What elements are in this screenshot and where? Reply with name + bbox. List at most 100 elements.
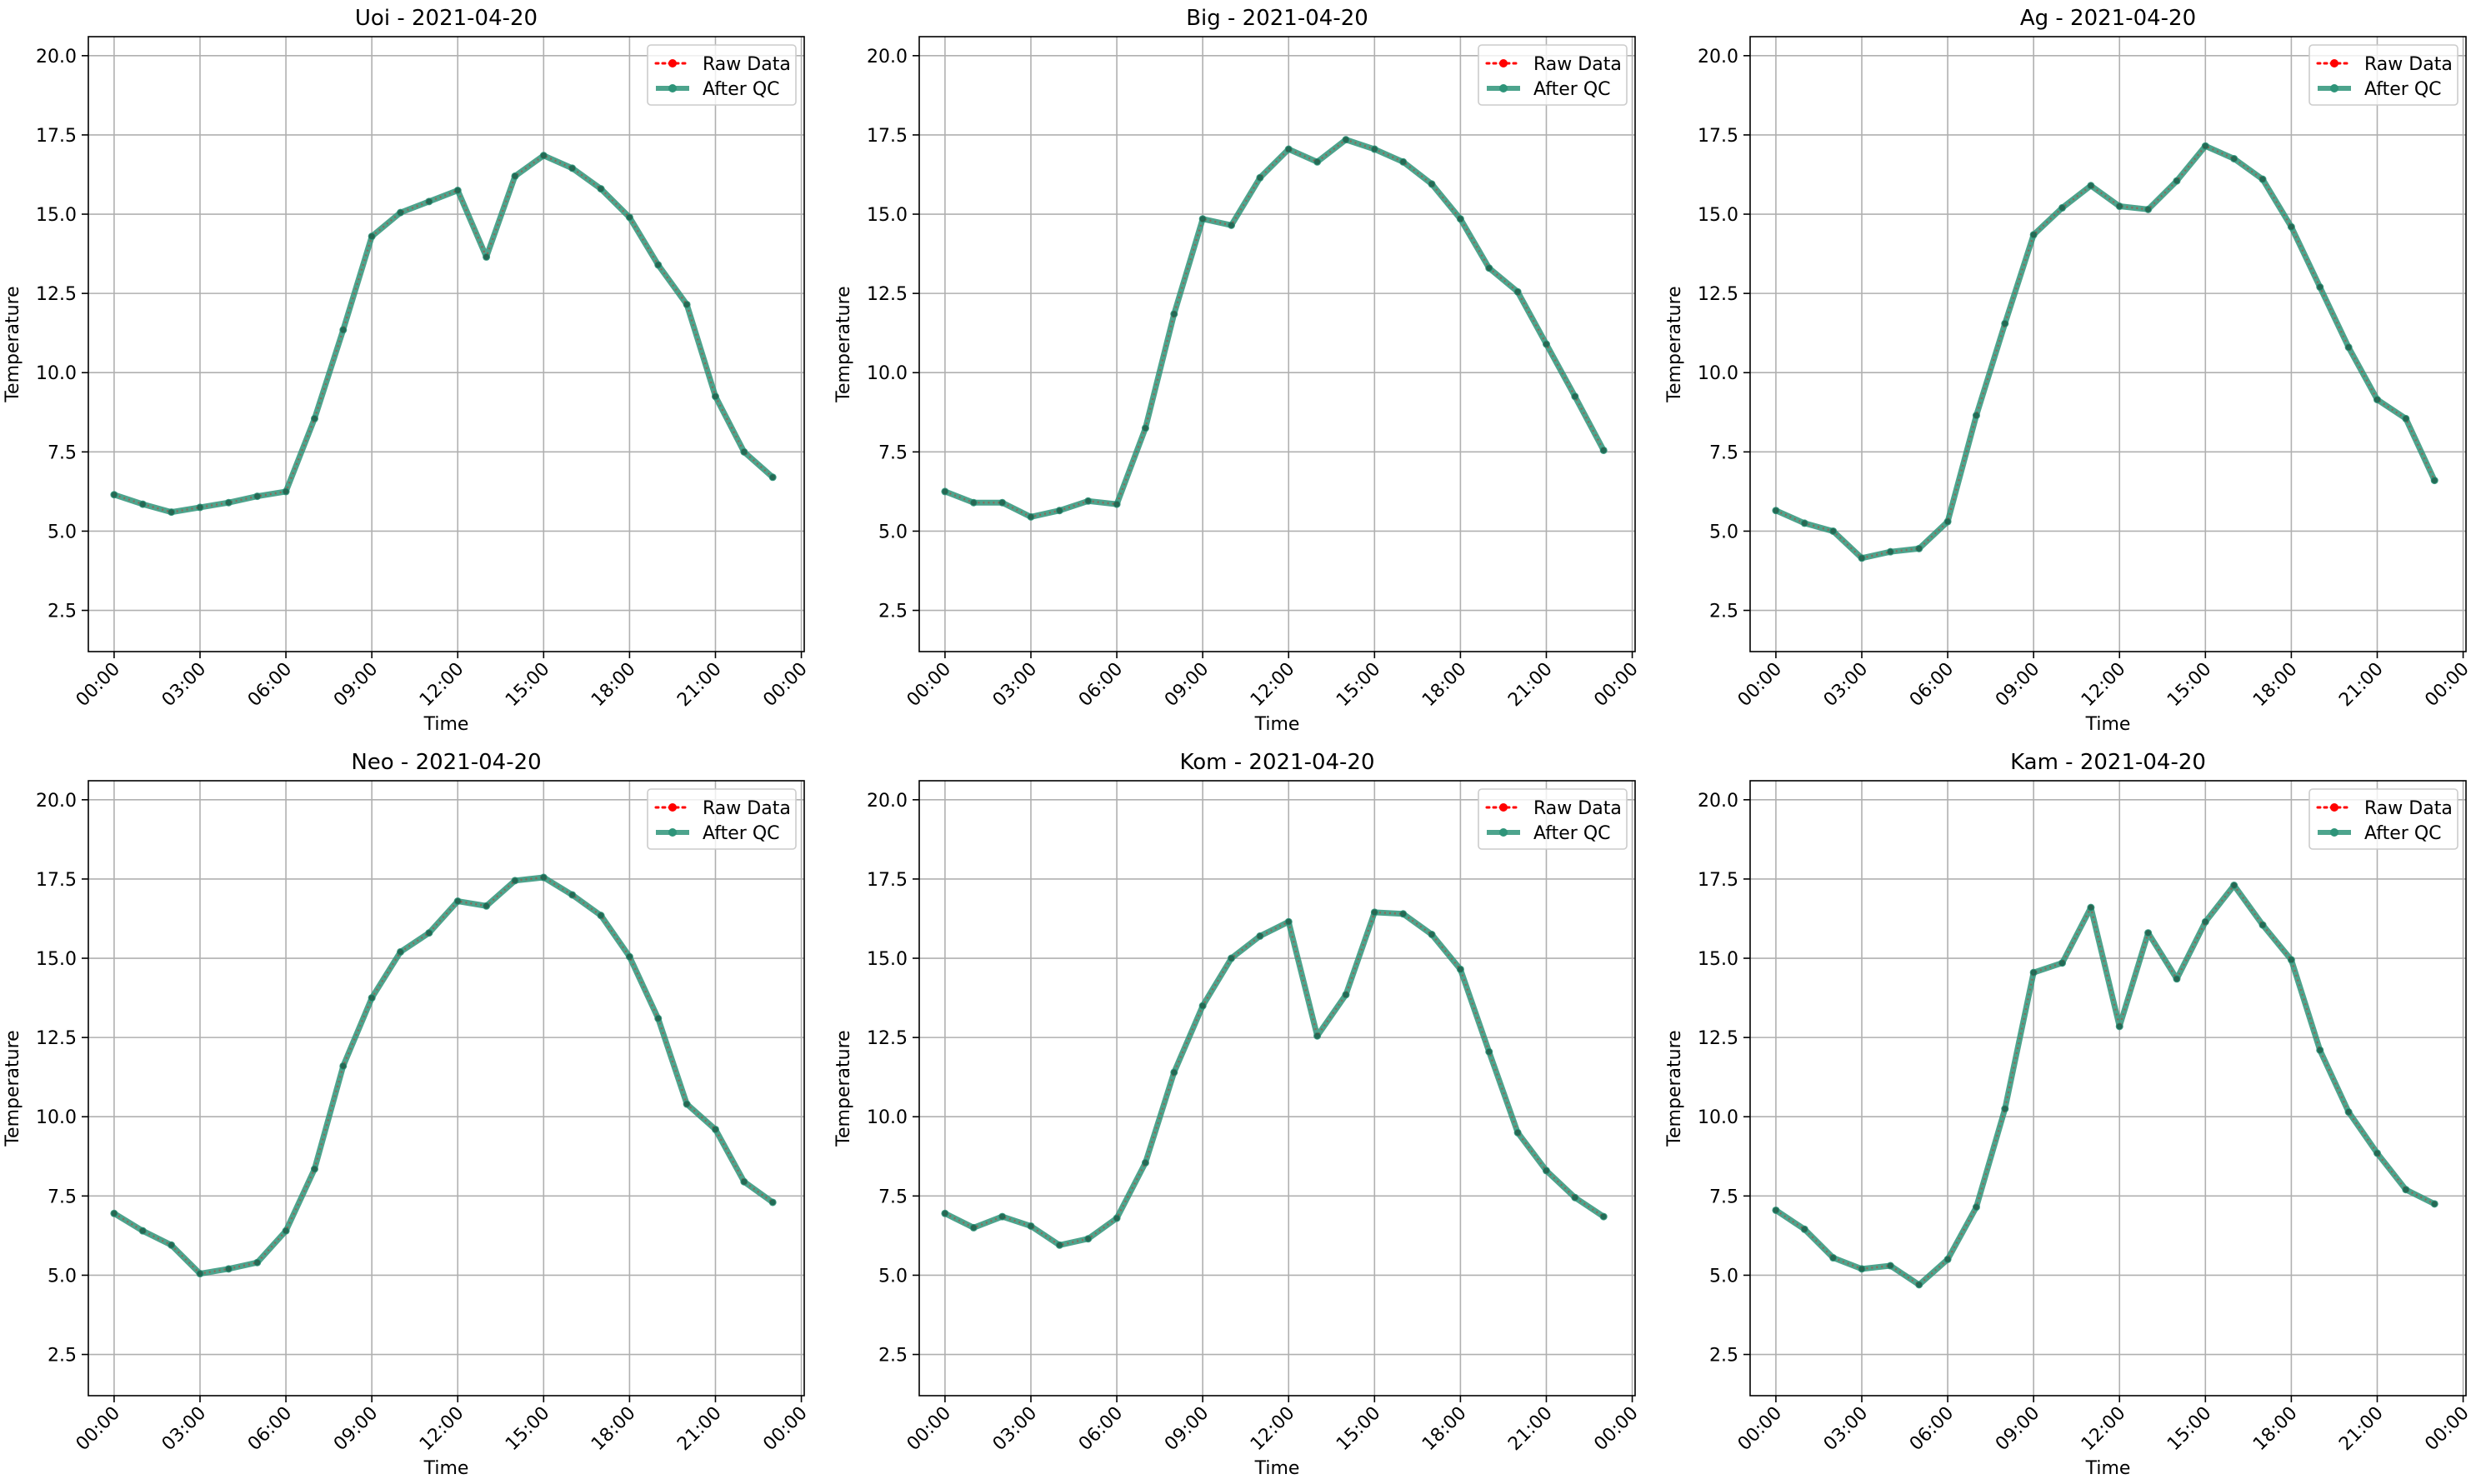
raw-data-point [1228, 955, 1235, 962]
raw-data-point [311, 1166, 318, 1172]
y-tick-label: 17.5 [867, 126, 908, 147]
raw-data-point [2059, 960, 2066, 967]
raw-data-point [999, 1213, 1006, 1220]
raw-data-point [598, 186, 604, 192]
raw-data-line [1775, 883, 2435, 1287]
y-tick-label: 15.0 [867, 205, 908, 226]
raw-data-point [111, 492, 118, 498]
raw-data-point [1056, 1242, 1063, 1248]
after-qc-line [111, 152, 776, 516]
raw-data-point [1285, 918, 1292, 925]
raw-data-point [540, 874, 547, 881]
raw-data-point [512, 172, 518, 179]
raw-data-point [1514, 288, 1521, 295]
y-tick-label: 2.5 [878, 602, 908, 622]
legend-raw-swatch-marker [2330, 59, 2338, 67]
subplot-title: Kam - 2021-04-20 [2010, 750, 2206, 775]
raw-data-point [598, 912, 604, 919]
raw-data-point [2317, 1047, 2323, 1053]
raw-data-point [2116, 203, 2123, 210]
raw-data-point [1572, 393, 1578, 400]
y-tick-label: 7.5 [1709, 1187, 1738, 1207]
subplot-title: Ag - 2021-04-20 [2020, 6, 2196, 31]
ticks: 2.5 5.0 7.5 10.0 12.5 15.0 17.5 20.0 00:00 03:00 0… [867, 47, 1643, 711]
series-raw-data [1773, 142, 2438, 562]
series-after-qc [1772, 882, 2438, 1289]
raw-data-point [712, 1126, 718, 1132]
x-tick-label: 15:00 [502, 659, 554, 712]
y-tick-label: 2.5 [1709, 602, 1738, 622]
raw-data-point [2202, 142, 2208, 149]
raw-data-point [197, 1271, 203, 1277]
raw-data-point [2116, 1023, 2123, 1030]
raw-data-point [1199, 216, 1206, 222]
raw-data-point [1801, 520, 1808, 527]
axes-frame [1749, 780, 2467, 1397]
raw-data-point [368, 233, 375, 240]
grid [1750, 781, 2466, 1396]
y-tick-label: 12.5 [1698, 284, 1738, 305]
raw-data-point [1457, 966, 1463, 972]
x-tick-label: 18:00 [1418, 659, 1471, 712]
raw-data-point [741, 1178, 748, 1185]
raw-data-line [113, 154, 773, 513]
x-tick-label: 18:00 [2249, 659, 2302, 712]
y-tick-label: 10.0 [36, 1107, 77, 1128]
raw-data-point [2059, 204, 2066, 211]
raw-data-point [569, 165, 576, 172]
raw-data-point [2088, 182, 2094, 189]
y-tick-label: 10.0 [1698, 1107, 1738, 1128]
series-raw-data [111, 874, 776, 1277]
raw-data-point [1085, 497, 1092, 504]
raw-data-point [1028, 1222, 1034, 1229]
raw-data-point [2431, 1201, 2438, 1207]
raw-data-point [454, 187, 461, 193]
raw-data-point [483, 253, 490, 260]
raw-data-point [1830, 527, 1837, 534]
raw-data-point [1428, 181, 1435, 187]
legend-qc-label: After QC [703, 823, 780, 844]
raw-data-point [1400, 911, 1407, 917]
raw-data-point [2173, 976, 2180, 982]
raw-data-point [1486, 1048, 1493, 1055]
raw-data-point [340, 327, 347, 333]
raw-data-point [1916, 1282, 1923, 1288]
raw-data-point [683, 1101, 690, 1107]
legend-raw-swatch-marker [668, 803, 677, 812]
raw-data-point [1028, 513, 1034, 520]
subplot: Neo - 2021-04-20 2.5 5.0 7.5 10.0 12.5 15.0 17.… [3, 750, 812, 1479]
axes-frame [88, 780, 805, 1397]
raw-data-point [1944, 1256, 1951, 1262]
x-tick-label: 21:00 [2335, 659, 2388, 712]
y-tick-label: 15.0 [1698, 949, 1738, 970]
subplot: Big - 2021-04-20 2.5 5.0 7.5 10.0 12.5 15.0 17.… [833, 6, 1643, 735]
raw-data-point [197, 504, 203, 511]
legend-qc-label: After QC [1533, 79, 1611, 100]
y-tick-label: 15.0 [867, 949, 908, 970]
raw-data-point [2431, 477, 2438, 484]
x-tick-label: 00:00 [2421, 1403, 2473, 1456]
subplot: Kom - 2021-04-20 2.5 5.0 7.5 10.0 12.5 15.0 17.… [833, 750, 1643, 1479]
legend: Raw Data After QC [2308, 44, 2458, 106]
raw-data-line [944, 138, 1605, 518]
legend-qc-swatch-marker [668, 84, 677, 92]
x-tick-label: 06:00 [1906, 659, 1958, 712]
raw-data-point [1514, 1129, 1521, 1136]
grid [1750, 37, 2466, 652]
raw-data-point [225, 1266, 232, 1272]
raw-data-point [426, 930, 433, 937]
raw-data-point [454, 898, 461, 905]
raw-data-point [1543, 341, 1549, 347]
x-tick-label: 00:00 [759, 659, 812, 712]
legend: Raw Data After QC [1478, 788, 1628, 850]
raw-data-point [1113, 1215, 1120, 1222]
raw-data-point [942, 488, 948, 495]
y-tick-label: 5.0 [1709, 1266, 1738, 1287]
y-tick-label: 17.5 [36, 870, 77, 891]
axes-frame [918, 36, 1636, 652]
series-after-qc [110, 152, 777, 517]
raw-data-point [1486, 265, 1493, 272]
subplot: Ag - 2021-04-20 2.5 5.0 7.5 10.0 12.5 15.0 17.5… [1664, 6, 2473, 735]
axes-frame [918, 780, 1636, 1397]
raw-data-point [426, 198, 433, 205]
